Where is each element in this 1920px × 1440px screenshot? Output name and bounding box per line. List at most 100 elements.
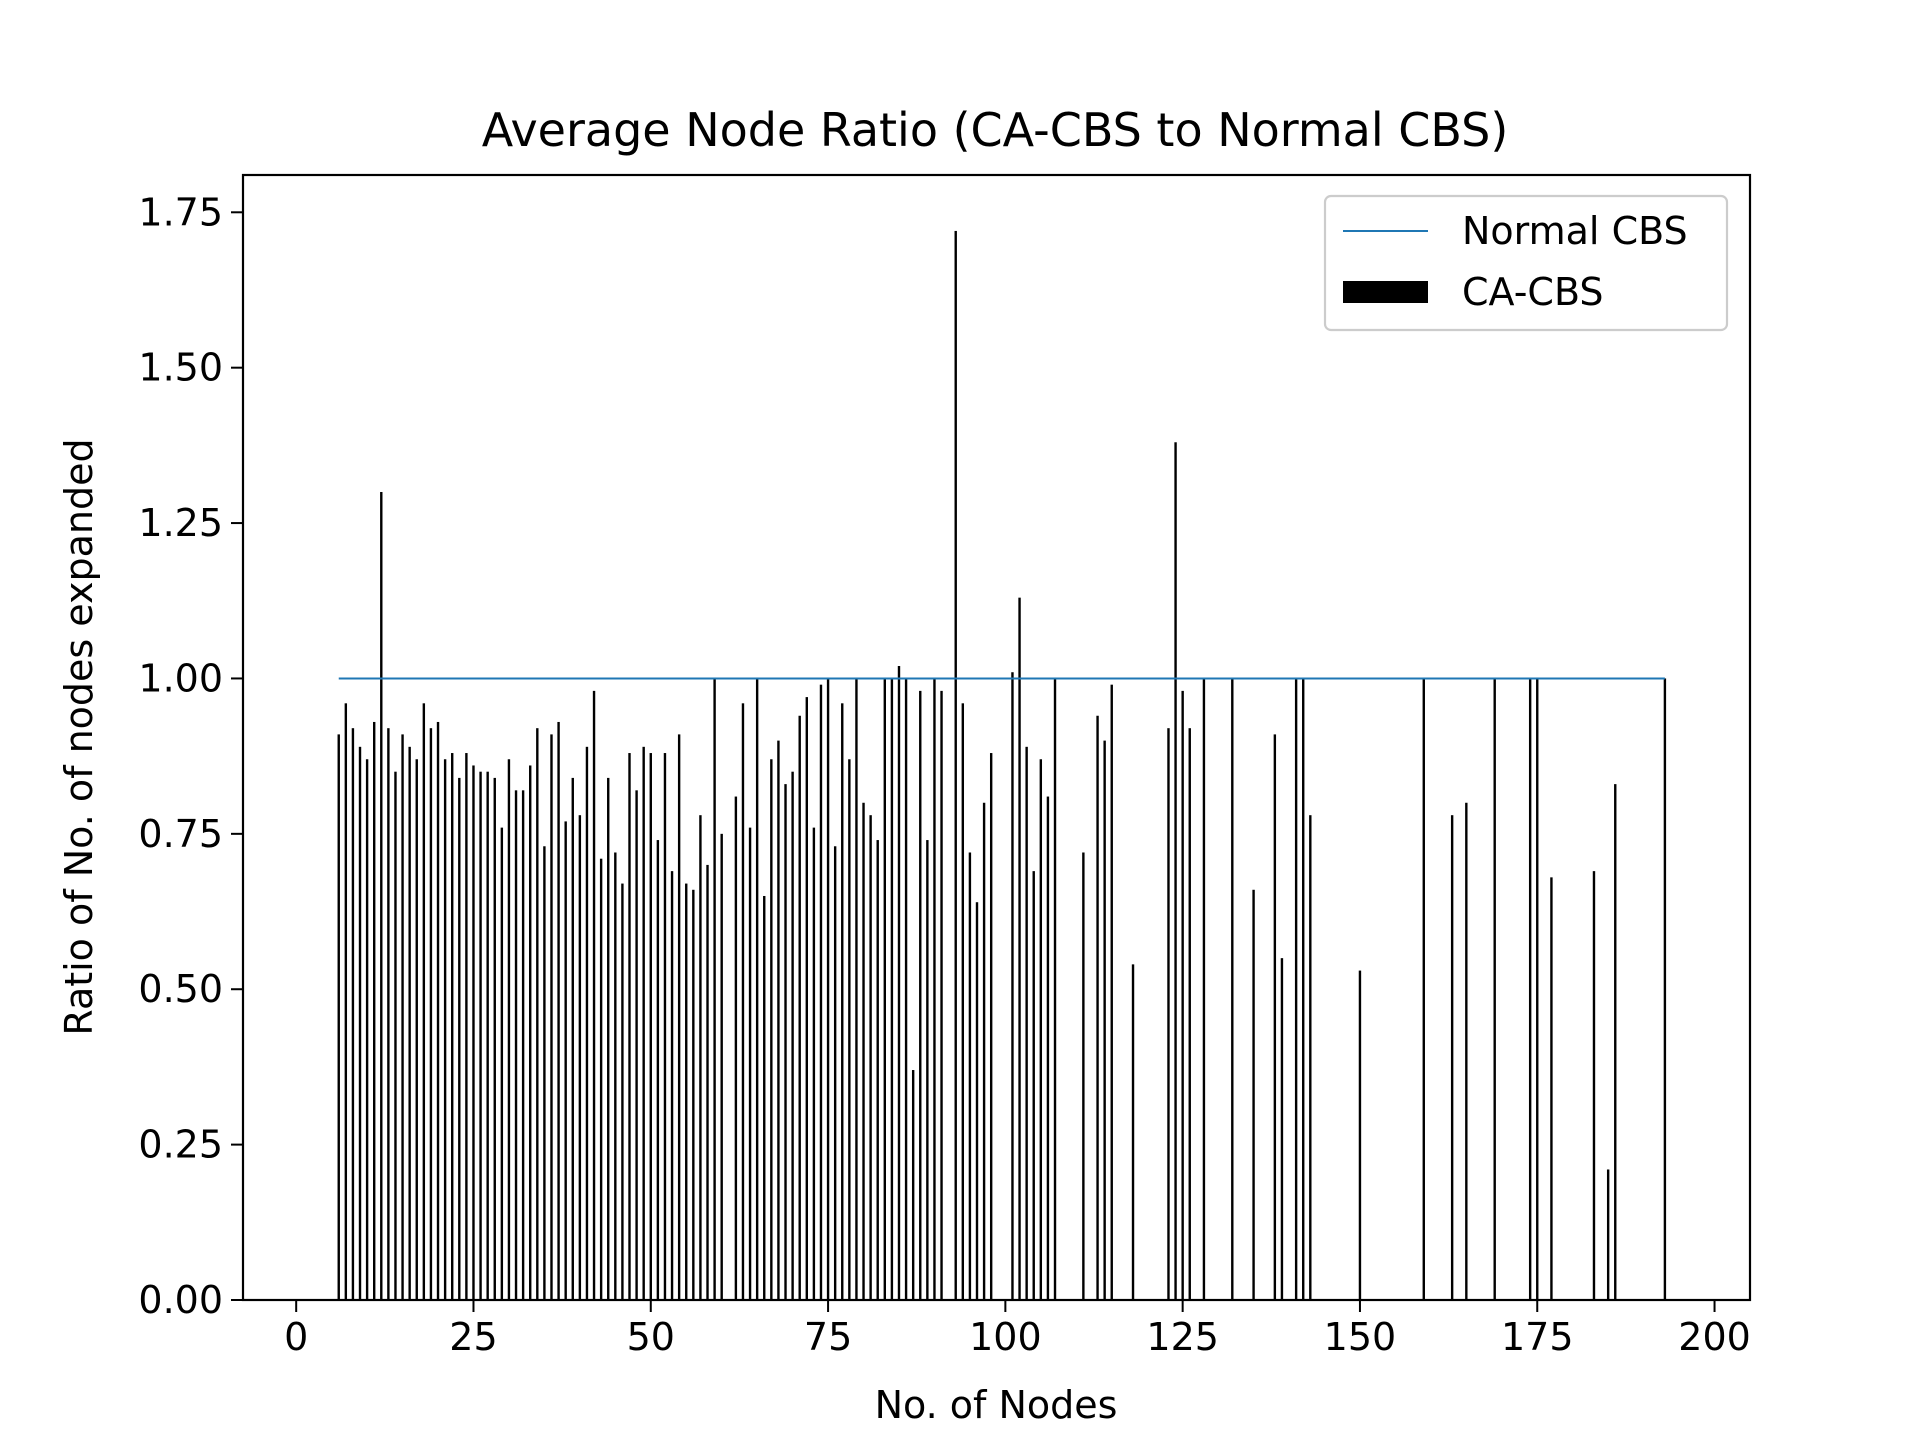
bar-15: [401, 734, 404, 1300]
bar-32: [521, 790, 525, 1300]
x-axis-ticks: 0 25 50 75 100 125 150 175 200: [284, 1300, 1751, 1359]
x-axis-label: No. of Nodes: [875, 1383, 1118, 1427]
y-axis-ticks: 0.00 0.25 0.50 0.75 1.00 1.25 1.50 1.75: [138, 190, 243, 1322]
bar-103: [1025, 746, 1028, 1300]
x-tick-label: 75: [804, 1315, 852, 1359]
x-tick-label: 0: [284, 1315, 308, 1359]
bar-44: [607, 777, 610, 1300]
bar-86: [904, 678, 908, 1300]
bar-107: [1053, 678, 1057, 1300]
bar-13: [387, 728, 390, 1300]
bar-105: [1039, 759, 1043, 1300]
bar-142: [1302, 678, 1305, 1300]
bar-163: [1450, 815, 1454, 1300]
y-tick-label: 1.25: [138, 501, 223, 545]
bar-102: [1018, 597, 1021, 1300]
bar-104: [1032, 871, 1035, 1300]
bar-23: [458, 777, 461, 1300]
x-tick-label: 100: [969, 1315, 1042, 1359]
bar-6: [337, 734, 340, 1300]
bar-52: [663, 753, 667, 1300]
bar-66: [763, 895, 766, 1300]
bar-42: [592, 690, 596, 1300]
bar-55: [685, 883, 688, 1300]
y-tick-label: 0.00: [138, 1278, 223, 1322]
bar-60: [720, 833, 723, 1300]
bars-layer: [337, 230, 1667, 1301]
bar-20: [436, 721, 440, 1300]
x-tick-label: 50: [627, 1315, 675, 1359]
bar-24: [465, 753, 468, 1300]
bar-7: [344, 703, 348, 1300]
y-tick-label: 1.50: [138, 346, 223, 390]
bar-40: [578, 815, 582, 1300]
bar-91: [940, 690, 943, 1300]
bar-165: [1465, 802, 1468, 1300]
bar-22: [451, 753, 454, 1300]
bar-118: [1131, 964, 1135, 1300]
bar-90: [933, 678, 936, 1300]
bar-139: [1280, 958, 1284, 1300]
bar-87: [911, 1070, 915, 1300]
bar-115: [1110, 684, 1113, 1300]
bar-57: [699, 815, 702, 1300]
bar-9: [358, 746, 362, 1300]
bar-56: [692, 889, 695, 1300]
chart-title: Average Node Ratio (CA-CBS to Normal CBS…: [482, 103, 1509, 157]
bar-94: [961, 703, 965, 1300]
bar-106: [1046, 796, 1050, 1300]
bar-83: [883, 678, 886, 1300]
bar-114: [1103, 740, 1106, 1300]
bar-64: [748, 827, 752, 1300]
bar-97: [982, 802, 986, 1300]
x-tick-label: 200: [1678, 1315, 1751, 1359]
bar-43: [599, 858, 603, 1300]
bar-69: [784, 784, 787, 1300]
bar-38: [564, 821, 567, 1300]
bar-16: [408, 746, 411, 1300]
bar-174: [1528, 678, 1532, 1300]
bar-126: [1188, 728, 1191, 1300]
bar-84: [890, 678, 894, 1300]
bar-68: [777, 740, 780, 1300]
bar-77: [841, 703, 844, 1300]
bar-48: [635, 790, 638, 1300]
bar-73: [812, 827, 816, 1300]
bar-125: [1181, 690, 1184, 1300]
y-tick-label: 1.75: [138, 190, 223, 234]
y-tick-label: 1.00: [138, 656, 223, 700]
x-tick-label: 150: [1324, 1315, 1397, 1359]
x-tick-label: 175: [1501, 1315, 1574, 1359]
bar-143: [1309, 815, 1312, 1300]
legend-label-normal-cbs: Normal CBS: [1462, 209, 1688, 253]
bar-150: [1358, 970, 1362, 1300]
bar-28: [493, 777, 496, 1300]
bar-78: [848, 759, 851, 1300]
bar-63: [741, 703, 745, 1300]
bar-177: [1550, 877, 1553, 1300]
bar-58: [706, 864, 709, 1300]
bar-54: [677, 734, 681, 1300]
bar-79: [855, 678, 858, 1300]
bar-39: [571, 777, 574, 1300]
legend: Normal CBS CA-CBS: [1323, 194, 1729, 332]
bar-74: [819, 684, 823, 1300]
bar-37: [557, 721, 560, 1300]
bar-47: [628, 753, 631, 1300]
bar-81: [869, 815, 872, 1300]
bar-10: [365, 759, 369, 1300]
bar-21: [443, 759, 447, 1300]
plot-frame: [241, 173, 1752, 1302]
bar-62: [734, 796, 738, 1300]
bar-93: [954, 230, 957, 1301]
bar-175: [1536, 678, 1539, 1300]
bar-88: [919, 690, 922, 1300]
bar-41: [585, 746, 589, 1300]
legend-label-ca-cbs: CA-CBS: [1462, 270, 1603, 314]
bar-185: [1606, 1169, 1610, 1300]
bar-36: [550, 734, 553, 1300]
x-tick-label: 125: [1146, 1315, 1219, 1359]
bar-46: [621, 883, 624, 1300]
bar-80: [862, 802, 865, 1300]
